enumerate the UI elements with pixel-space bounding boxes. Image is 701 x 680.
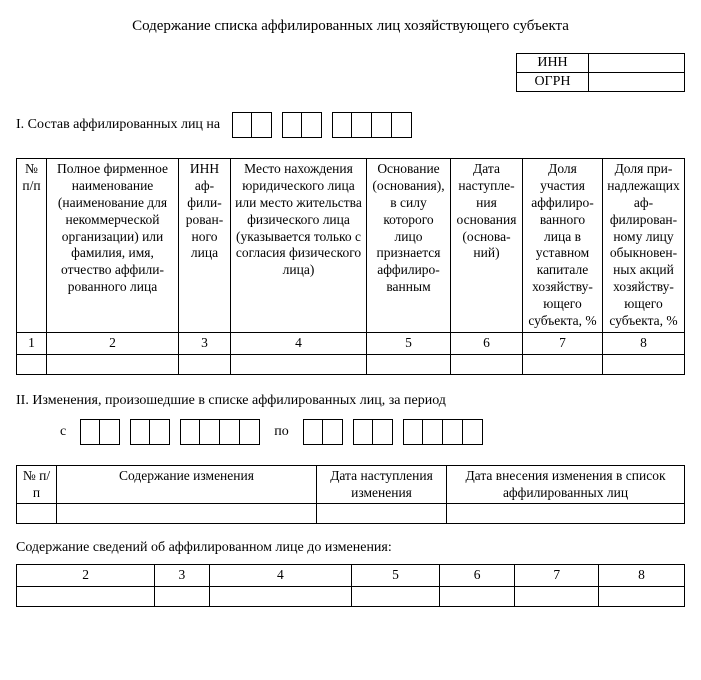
- date-box[interactable]: [232, 112, 252, 138]
- date-box[interactable]: [180, 419, 200, 445]
- empty-cell[interactable]: [17, 354, 47, 374]
- col-number: 2: [47, 332, 179, 354]
- inn-label: ИНН: [517, 54, 589, 73]
- period-to-boxes[interactable]: [303, 419, 483, 445]
- empty-cell[interactable]: [47, 354, 179, 374]
- col-number: 6: [451, 332, 523, 354]
- date-box[interactable]: [353, 419, 373, 445]
- section1-date-boxes[interactable]: [232, 112, 412, 138]
- empty-cell[interactable]: [209, 587, 351, 607]
- period-to-label: по: [274, 424, 289, 440]
- inn-input[interactable]: [589, 54, 685, 73]
- date-box[interactable]: [352, 112, 372, 138]
- col-header: № п/п: [17, 465, 57, 504]
- date-box[interactable]: [200, 419, 220, 445]
- date-box[interactable]: [423, 419, 443, 445]
- empty-cell[interactable]: [603, 354, 685, 374]
- date-box[interactable]: [372, 112, 392, 138]
- date-box[interactable]: [373, 419, 393, 445]
- page-title: Содержание списка аффилированных лиц хоз…: [16, 18, 685, 35]
- empty-cell[interactable]: [155, 587, 209, 607]
- col-header: Дата внесения изменения в список аффилир…: [447, 465, 685, 504]
- empty-cell[interactable]: [515, 587, 599, 607]
- ogrn-input[interactable]: [589, 73, 685, 92]
- empty-cell[interactable]: [523, 354, 603, 374]
- col-number: 3: [155, 565, 209, 587]
- section1-label: I. Состав аффилированных лиц на: [16, 117, 220, 133]
- date-box[interactable]: [252, 112, 272, 138]
- date-box[interactable]: [150, 419, 170, 445]
- col-number: 3: [179, 332, 231, 354]
- id-block: ИНН ОГРН: [16, 53, 685, 92]
- table1: № п/пПолное фирменное наименование (наим…: [16, 158, 685, 375]
- col-number: 7: [523, 332, 603, 354]
- date-box[interactable]: [392, 112, 412, 138]
- col-header: Содержание изменения: [57, 465, 317, 504]
- date-box[interactable]: [80, 419, 100, 445]
- col-header: Доля участия аффилиро­ванного лица в уст…: [523, 159, 603, 333]
- empty-cell[interactable]: [352, 587, 440, 607]
- date-box[interactable]: [323, 419, 343, 445]
- col-number: 4: [209, 565, 351, 587]
- empty-cell[interactable]: [17, 504, 57, 524]
- col-header: Место нахождения юридического лица или м…: [231, 159, 367, 333]
- col-number: 1: [17, 332, 47, 354]
- col-number: 6: [439, 565, 514, 587]
- date-box[interactable]: [282, 112, 302, 138]
- empty-cell[interactable]: [231, 354, 367, 374]
- period-from-boxes[interactable]: [80, 419, 260, 445]
- col-number: 2: [17, 565, 155, 587]
- col-header: Основание (основания), в силу которого л…: [367, 159, 451, 333]
- date-box[interactable]: [403, 419, 423, 445]
- empty-cell[interactable]: [57, 504, 317, 524]
- empty-cell[interactable]: [447, 504, 685, 524]
- col-header: Дата наступления изменения: [317, 465, 447, 504]
- ogrn-label: ОГРН: [517, 73, 589, 92]
- empty-cell[interactable]: [599, 587, 685, 607]
- empty-cell[interactable]: [17, 587, 155, 607]
- date-box[interactable]: [443, 419, 463, 445]
- id-table: ИНН ОГРН: [516, 53, 685, 92]
- col-number: 8: [599, 565, 685, 587]
- col-number: 7: [515, 565, 599, 587]
- table2: № п/пСодержание измененияДата наступлени…: [16, 465, 685, 525]
- date-box[interactable]: [463, 419, 483, 445]
- date-box[interactable]: [100, 419, 120, 445]
- date-box[interactable]: [302, 112, 322, 138]
- empty-cell[interactable]: [367, 354, 451, 374]
- empty-cell[interactable]: [317, 504, 447, 524]
- subheading: Содержание сведений об аффилированном ли…: [16, 540, 685, 556]
- col-header: Полное фирменное наименование (наименова…: [47, 159, 179, 333]
- col-header: Доля при­надлежа­щих аф­филирован­ному л…: [603, 159, 685, 333]
- empty-cell[interactable]: [439, 587, 514, 607]
- table3: 2345678: [16, 564, 685, 607]
- date-box[interactable]: [130, 419, 150, 445]
- empty-cell[interactable]: [451, 354, 523, 374]
- date-box[interactable]: [220, 419, 240, 445]
- col-header: ИНН аф­фили­рован­ного лица: [179, 159, 231, 333]
- date-box[interactable]: [303, 419, 323, 445]
- col-header: № п/п: [17, 159, 47, 333]
- col-number: 5: [352, 565, 440, 587]
- col-number: 5: [367, 332, 451, 354]
- period-from-label: с: [60, 424, 66, 440]
- date-box[interactable]: [240, 419, 260, 445]
- empty-cell[interactable]: [179, 354, 231, 374]
- date-box[interactable]: [332, 112, 352, 138]
- period-row: с по: [60, 419, 685, 445]
- col-number: 4: [231, 332, 367, 354]
- col-number: 8: [603, 332, 685, 354]
- section1-row: I. Состав аффилированных лиц на: [16, 112, 685, 138]
- section2-label: II. Изменения, произошедшие в списке афф…: [16, 393, 685, 409]
- col-header: Дата наступле­ния основания (основа­ний): [451, 159, 523, 333]
